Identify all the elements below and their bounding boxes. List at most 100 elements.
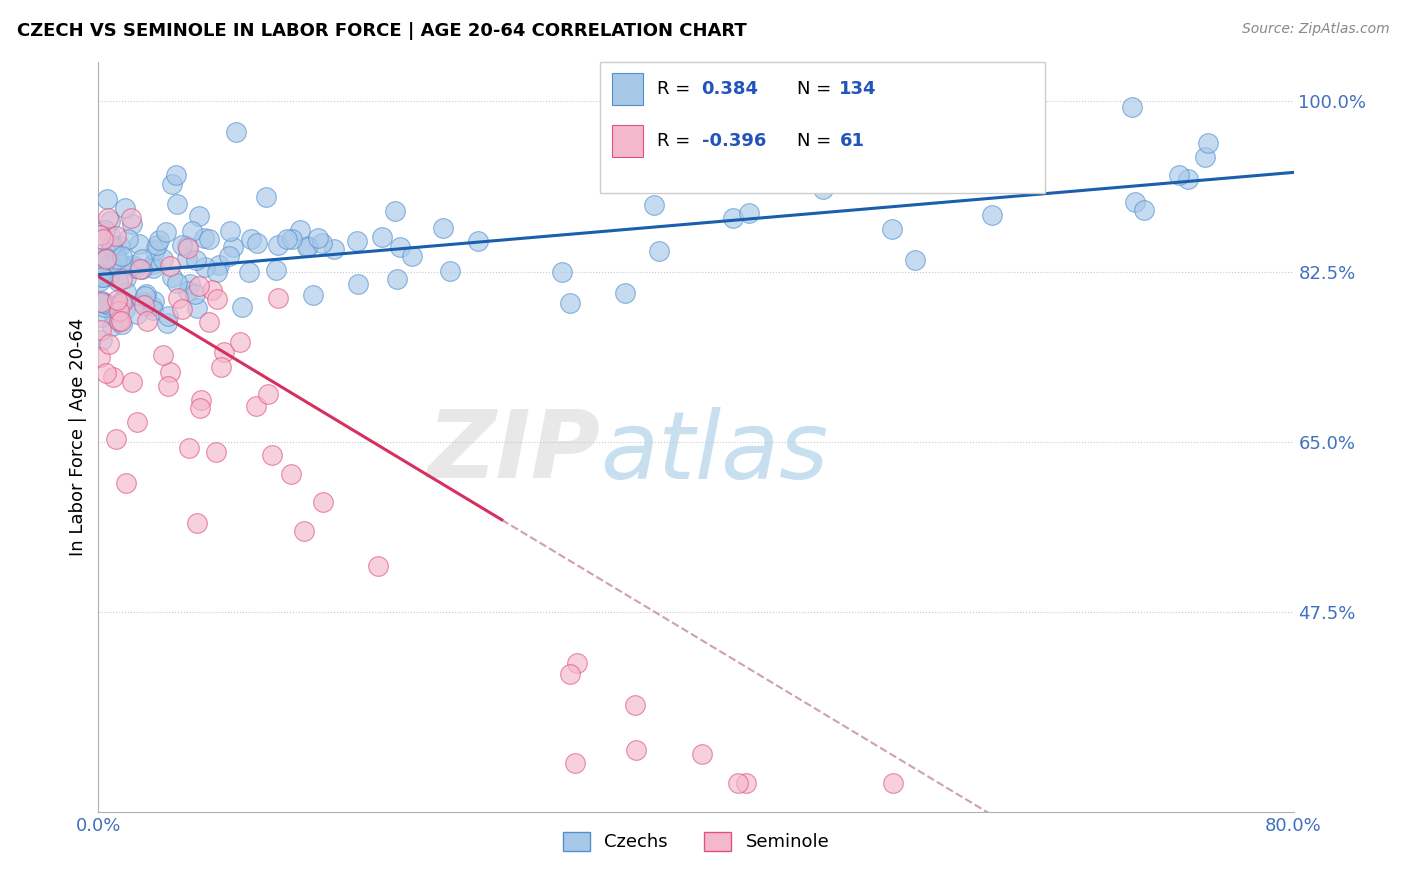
Point [735, 775, 758, 789]
Point [648, 244, 671, 258]
Point [111, 317, 134, 331]
Point [346, 277, 368, 292]
Point [160, 178, 183, 192]
Point [201, 283, 224, 297]
Point [110, 314, 132, 328]
Point [727, 775, 749, 789]
Point [560, 296, 582, 310]
Point [105, 252, 128, 266]
Point [207, 292, 229, 306]
Point [94, 251, 117, 265]
Point [177, 241, 200, 255]
Point [101, 370, 124, 384]
Point [97, 336, 120, 351]
Point [91, 269, 114, 284]
Text: CZECH VS SEMINOLE IN LABOR FORCE | AGE 20-64 CORRELATION CHART: CZECH VS SEMINOLE IN LABOR FORCE | AGE 2… [17, 22, 747, 40]
Point [93, 301, 115, 315]
Point [90, 251, 112, 265]
Point [1168, 168, 1191, 182]
Point [152, 348, 174, 362]
Point [91, 293, 114, 308]
Point [567, 657, 589, 671]
Point [110, 294, 132, 309]
Point [142, 260, 165, 275]
Point [176, 238, 198, 252]
Point [281, 232, 304, 246]
Point [184, 253, 207, 268]
Point [1177, 171, 1199, 186]
Point [125, 307, 148, 321]
Point [166, 276, 188, 290]
Point [311, 236, 333, 251]
Y-axis label: In Labor Force | Age 20-64: In Labor Force | Age 20-64 [69, 318, 87, 557]
Point [551, 265, 574, 279]
Point [1123, 194, 1146, 209]
Legend: Czechs, Seminole: Czechs, Seminole [562, 832, 830, 851]
Point [432, 220, 454, 235]
Point [111, 293, 134, 308]
Point [93, 222, 115, 236]
Point [302, 288, 325, 302]
Point [108, 239, 131, 253]
Point [904, 252, 927, 267]
Point [97, 269, 120, 284]
Point [811, 182, 834, 196]
Point [643, 198, 665, 212]
Point [564, 756, 586, 770]
Point [91, 296, 114, 310]
Point [157, 378, 180, 392]
Point [1194, 150, 1216, 164]
Point [90, 227, 112, 242]
Point [108, 313, 131, 327]
Point [114, 201, 136, 215]
Point [100, 241, 122, 255]
Point [176, 285, 198, 299]
Text: R =: R = [657, 80, 696, 98]
Point [880, 222, 903, 236]
Point [188, 279, 211, 293]
Point [100, 259, 122, 273]
Point [166, 196, 188, 211]
Point [197, 315, 219, 329]
Point [439, 264, 461, 278]
Point [97, 258, 120, 272]
Point [100, 227, 122, 242]
Point [152, 252, 174, 266]
Point [207, 258, 229, 272]
Point [108, 258, 131, 272]
Point [115, 476, 138, 491]
Point [367, 558, 389, 573]
Text: 61: 61 [839, 132, 865, 150]
Point [209, 359, 232, 374]
Point [188, 210, 211, 224]
Point [307, 231, 329, 245]
Point [184, 287, 207, 301]
Point [136, 314, 159, 328]
Point [89, 267, 111, 281]
Point [117, 232, 139, 246]
Point [132, 294, 155, 309]
Point [90, 295, 112, 310]
Point [401, 249, 423, 263]
Point [100, 319, 122, 334]
Point [155, 225, 177, 239]
Point [135, 286, 157, 301]
Point [172, 238, 194, 252]
Point [219, 224, 242, 238]
Point [246, 236, 269, 251]
Point [91, 269, 114, 284]
Text: 0.384: 0.384 [702, 80, 759, 98]
Point [114, 301, 136, 316]
Point [105, 293, 128, 308]
Point [108, 304, 131, 318]
Point [222, 240, 245, 254]
Point [91, 232, 114, 246]
Point [143, 294, 166, 309]
Point [111, 272, 134, 286]
Point [193, 230, 215, 244]
Point [114, 285, 136, 299]
Text: R =: R = [657, 132, 696, 150]
Point [165, 168, 187, 182]
Point [245, 399, 267, 413]
Point [186, 301, 208, 315]
